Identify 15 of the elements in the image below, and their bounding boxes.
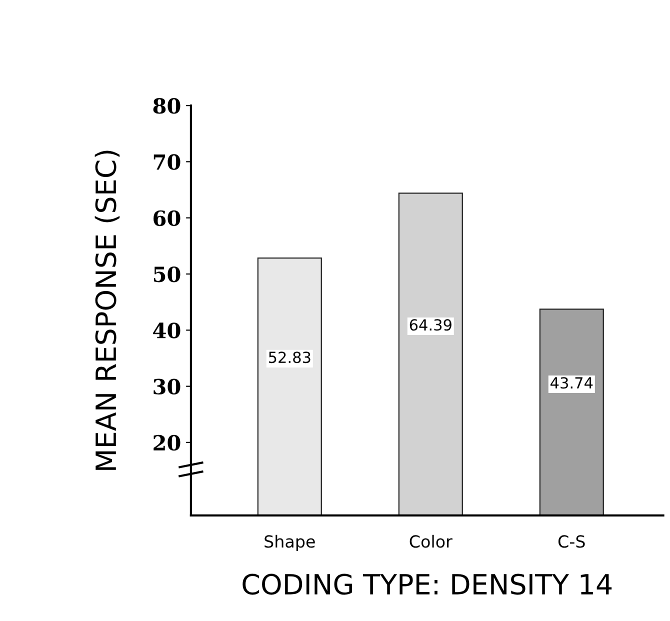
y-tick-label: 70 bbox=[154, 154, 180, 170]
y-tick-label: 20 bbox=[154, 434, 180, 451]
data-label: 43.74 bbox=[550, 377, 593, 389]
y-tick-label: 80 bbox=[153, 98, 180, 114]
data-label: 52.83 bbox=[268, 352, 310, 364]
y-tick-label: 60 bbox=[154, 210, 180, 226]
x-tick-label: C-S bbox=[558, 535, 585, 548]
y-tick-label: 40 bbox=[153, 322, 180, 338]
y-tick-label: 50 bbox=[154, 266, 180, 282]
x-tick-label: Color bbox=[410, 534, 452, 548]
y-tick-label: 30 bbox=[154, 378, 180, 395]
x-axis-title: CODING TYPE: DENSITY 14 bbox=[242, 574, 612, 595]
x-tick-label: Shape bbox=[264, 534, 315, 552]
data-label: 64.39 bbox=[410, 319, 452, 331]
y-axis-title: MEAN RESPONSE (SEC) bbox=[94, 150, 120, 470]
